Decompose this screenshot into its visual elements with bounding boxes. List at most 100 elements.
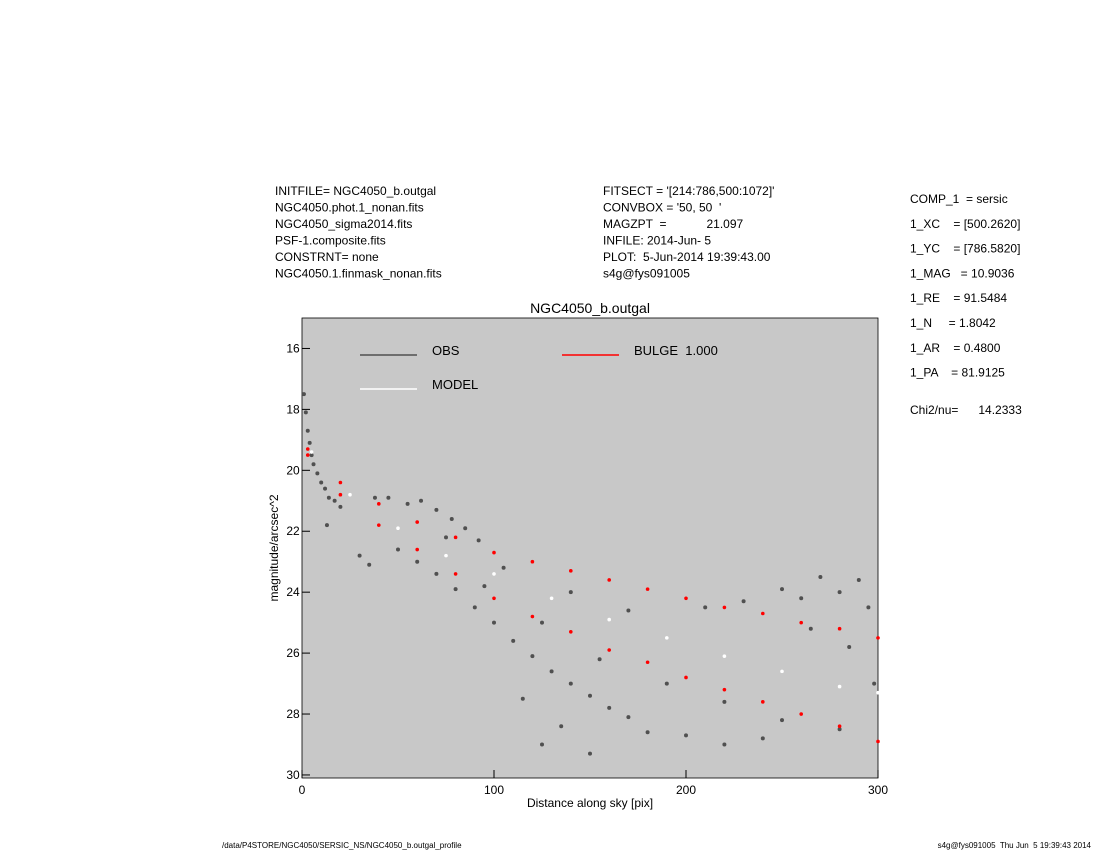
point: [837, 684, 842, 689]
param-line: 1_AR = 0.4800: [910, 341, 1001, 355]
point: [607, 648, 611, 652]
point: [449, 517, 454, 522]
header-line: CONVBOX = '50, 50 ': [603, 201, 721, 215]
point: [703, 605, 708, 610]
point: [872, 681, 877, 686]
point: [453, 572, 458, 576]
point: [569, 569, 573, 573]
header-line: MAGZPT = 21.097: [603, 217, 743, 231]
point: [837, 727, 842, 732]
x-tick-label: 100: [484, 783, 504, 797]
point: [323, 486, 328, 491]
y-tick-label: 16: [286, 341, 300, 355]
header-line: INFILE: 2014-Jun- 5: [603, 234, 711, 248]
point: [367, 562, 372, 567]
point: [307, 440, 312, 445]
point: [476, 538, 481, 543]
point: [305, 453, 310, 457]
point: [684, 596, 688, 601]
point: [607, 705, 612, 710]
point: [492, 572, 496, 576]
point: [520, 696, 525, 701]
chart-title: NGC4050_b.outgal: [530, 300, 650, 316]
point: [338, 504, 343, 509]
y-tick-label: 22: [286, 524, 300, 538]
point: [501, 565, 506, 570]
point: [405, 501, 410, 506]
legend-label: MODEL: [432, 377, 478, 392]
point: [856, 577, 861, 582]
point: [492, 550, 496, 555]
point: [780, 718, 784, 723]
point: [761, 700, 765, 704]
point: [760, 736, 765, 741]
point: [309, 450, 314, 454]
point: [684, 733, 688, 738]
point: [540, 742, 544, 747]
point: [309, 453, 314, 458]
point: [799, 596, 804, 601]
point: [645, 660, 650, 665]
point: [866, 605, 871, 610]
point: [348, 492, 352, 497]
point: [396, 526, 400, 530]
x-tick-label: 0: [299, 783, 306, 797]
point: [876, 690, 880, 695]
point: [588, 693, 592, 698]
point: [511, 638, 516, 643]
point: [338, 492, 343, 497]
header-line: PSF-1.composite.fits: [275, 234, 386, 248]
point: [415, 559, 420, 564]
point: [722, 605, 727, 610]
point: [837, 626, 842, 631]
y-tick-label: 26: [286, 646, 300, 660]
point: [377, 502, 381, 506]
point: [876, 739, 880, 744]
point: [607, 617, 611, 622]
header-line: CONSTRNT= none: [275, 250, 379, 264]
point: [372, 495, 377, 500]
point: [357, 553, 362, 558]
point: [303, 410, 308, 415]
y-tick-label: 30: [286, 768, 300, 782]
point: [434, 571, 439, 576]
point: [549, 669, 554, 674]
param-line: 1_MAG = 10.9036: [910, 266, 1015, 280]
point: [645, 730, 650, 735]
point: [607, 578, 611, 582]
point: [597, 657, 602, 662]
point: [338, 480, 343, 485]
point: [664, 681, 669, 686]
param-line: COMP_1 = sersic: [910, 192, 1008, 206]
point: [434, 507, 439, 512]
y-tick-label: 28: [286, 707, 300, 721]
point: [684, 675, 688, 680]
point: [492, 620, 496, 625]
point: [377, 523, 381, 527]
point: [569, 629, 573, 634]
point: [847, 645, 852, 650]
point: [808, 626, 813, 631]
point: [453, 535, 458, 540]
point: [626, 608, 631, 613]
point: [722, 699, 727, 704]
point: [415, 520, 420, 524]
point: [319, 480, 324, 485]
point: [876, 636, 880, 640]
point: [741, 599, 746, 604]
y-axis-label: magnitude/arcsec^2: [267, 494, 281, 601]
point: [386, 495, 391, 500]
point: [530, 614, 535, 619]
header-line: PLOT: 5-Jun-2014 19:39:43.00: [603, 250, 771, 264]
point: [492, 596, 496, 601]
point: [301, 392, 306, 397]
footer-right: s4g@fys091005 Thu Jun 5 19:39:43 2014: [938, 841, 1092, 850]
chi2: Chi2/nu= 14.2333: [910, 403, 1022, 417]
point: [818, 574, 823, 579]
point: [482, 584, 487, 589]
header-line: FITSECT = '[214:786,500:1072]': [603, 184, 774, 198]
legend-label: OBS: [432, 343, 460, 358]
point: [799, 620, 803, 625]
point: [540, 620, 544, 625]
